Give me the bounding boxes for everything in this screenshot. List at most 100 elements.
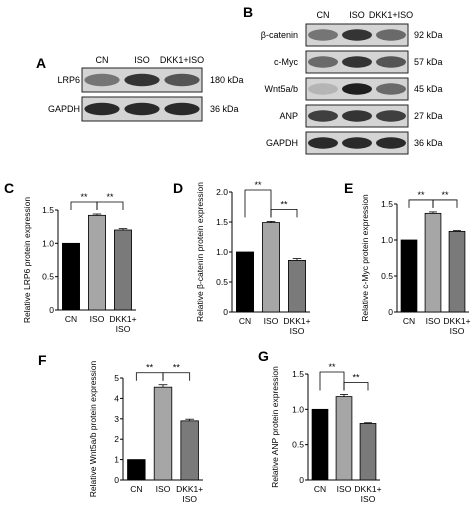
blot-row-label: Wnt5a/b [264,84,298,94]
y-tick-label: 1 [114,455,119,465]
significance-marker: ** [441,190,449,200]
significance-bracket [244,189,272,218]
significance-bracket [343,382,369,391]
panel-label-e: E [344,180,354,196]
y-tick-label: 1.0 [42,238,54,248]
y-axis-label: Relative Wnt5a/b protein expression [88,360,98,497]
x-tick-label: ISO [264,316,279,326]
y-tick-label: 1.5 [292,369,304,379]
x-tick-label: ISO [182,494,197,504]
blot-lane-label: ISO [134,55,150,65]
panel-label-b: B [243,4,254,20]
blot-lane-label: DKK1+ISO [369,10,413,20]
x-tick-label: ISO [156,484,171,494]
blot-band [342,29,372,41]
blot-band [342,110,372,122]
blot-band [342,83,372,95]
blot-band [84,102,120,116]
blot-band [164,73,200,87]
blot-band [376,56,406,68]
y-axis-label: Relative c-Myc protein expression [360,194,370,322]
significance-marker: ** [254,180,262,190]
blot-row-size: 180 kDa [210,75,244,85]
blot-lane-label: DKK1+ISO [160,55,204,65]
significance-marker: ** [328,362,336,372]
y-tick-label: 0.5 [42,272,54,282]
y-tick-label: 2.0 [216,187,228,197]
significance-marker: ** [280,199,288,209]
blot-band [342,56,372,68]
y-tick-label: 1.5 [381,199,393,209]
significance-marker: ** [173,363,181,373]
panel-label-f: F [38,352,47,368]
x-tick-label: DKK1+ [443,316,470,326]
y-tick-label: 2 [114,434,119,444]
blot-row-size: 36 kDa [210,104,239,114]
blot-row-label: ANP [279,111,298,121]
blot-band [308,110,338,122]
blot-band [124,102,160,116]
significance-marker: ** [417,190,425,200]
blot-row-size: 92 kDa [414,30,443,40]
blot-lane-label: CN [96,55,109,65]
blot-lane-label: ISO [349,10,365,20]
y-tick-label: 4 [114,393,119,403]
blot-row-size: 36 kDa [414,138,443,148]
panel-label-g: G [258,348,269,364]
x-tick-label: ISO [90,314,105,324]
significance-bracket [96,201,124,210]
x-tick-label: ISO [337,484,352,494]
blot-row-label: c-Myc [274,57,298,67]
bar [335,396,353,481]
panel-label-a: A [36,55,47,71]
blot-band [376,83,406,95]
blot-band [376,137,406,149]
bar [62,242,80,311]
x-tick-label: DKK1+ [354,484,381,494]
y-axis-label: Relative ANP protein expression [270,366,280,488]
x-tick-label: DKK1+ [283,316,310,326]
significance-marker: ** [146,363,154,373]
y-tick-label: 0 [388,307,393,317]
y-axis-label: Relative LRP6 protein expression [22,197,32,323]
y-tick-label: 3 [114,414,119,424]
blot-row-label: β-catenin [261,30,298,40]
bar [127,459,146,481]
x-tick-label: CN [314,484,326,494]
panel-label-d: D [173,180,184,196]
y-tick-label: 1.0 [216,247,228,257]
y-tick-label: 0.5 [292,440,304,450]
bar [236,251,254,313]
x-tick-label: ISO [290,326,305,336]
bar [311,408,329,481]
y-tick-label: 0 [114,475,119,485]
y-tick-label: 1.0 [292,404,304,414]
x-tick-label: CN [130,484,142,494]
blot-band [376,110,406,122]
y-tick-label: 1.5 [216,217,228,227]
x-tick-label: CN [65,314,77,324]
x-tick-label: CN [239,316,251,326]
significance-marker: ** [80,192,88,202]
bar [400,239,418,313]
y-tick-label: 0.5 [381,271,393,281]
blot-row-size: 57 kDa [414,57,443,67]
blot-row-label: GAPDH [266,138,298,148]
blot-band [308,56,338,68]
significance-marker: ** [106,192,114,202]
x-tick-label: DKK1+ [176,484,203,494]
blot-band [376,29,406,41]
blot-row-size: 27 kDa [414,111,443,121]
blot-band [308,83,338,95]
blot-band [308,29,338,41]
x-tick-label: ISO [426,316,441,326]
blot-band [164,102,200,116]
blot-band [308,137,338,149]
